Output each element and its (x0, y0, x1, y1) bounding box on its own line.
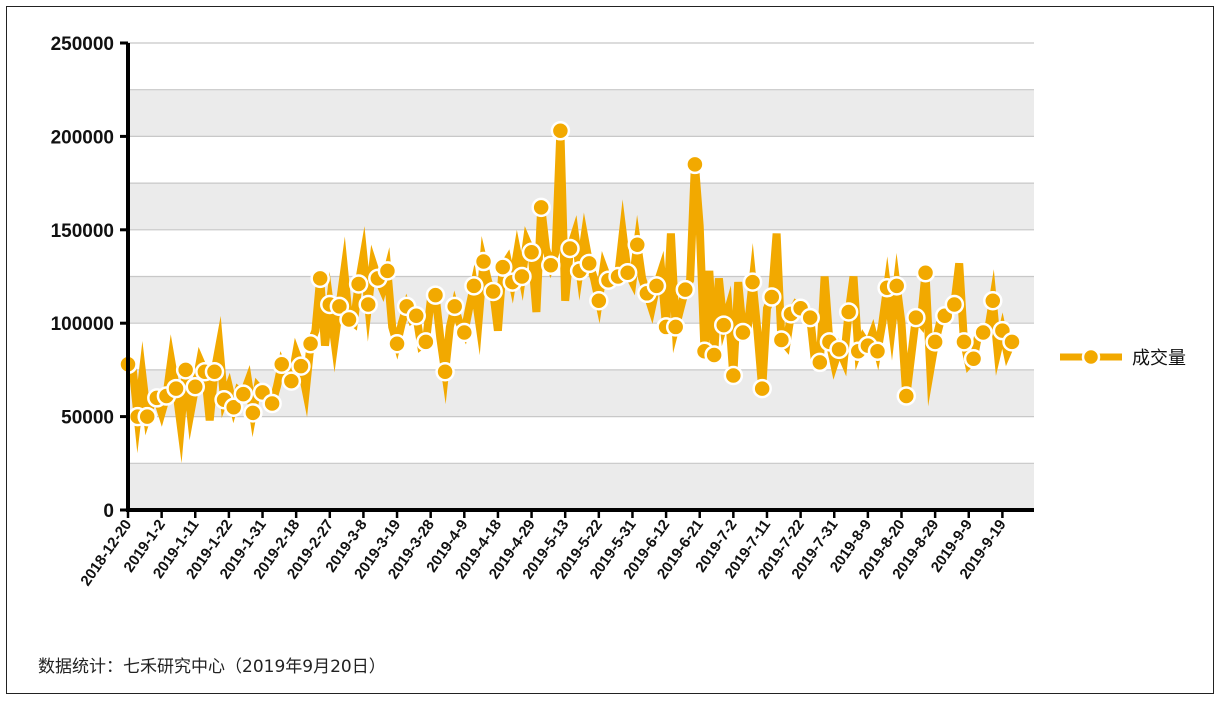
grid-band (128, 183, 1034, 230)
y-tick-label: 50000 (61, 408, 114, 429)
data-point (579, 253, 599, 274)
data-point (406, 305, 427, 326)
data-point (733, 322, 753, 343)
data-point (444, 296, 465, 317)
data-point (310, 268, 330, 289)
data-point (464, 276, 484, 296)
data-point (358, 294, 378, 315)
data-point (742, 272, 763, 292)
data-point (281, 371, 302, 391)
data-point (915, 263, 936, 283)
data-point (886, 276, 907, 296)
data-point (329, 296, 350, 317)
data-point (829, 339, 849, 360)
data-point (762, 287, 782, 307)
data-point (473, 251, 494, 272)
data-point (665, 317, 686, 337)
data-point (675, 279, 696, 300)
data-point (541, 255, 561, 276)
y-tick-label: 100000 (51, 314, 114, 335)
data-point (521, 242, 542, 262)
data-point (300, 333, 321, 354)
data-point (925, 332, 945, 352)
data-point (963, 348, 984, 369)
data-point (867, 341, 888, 361)
data-point (377, 261, 398, 281)
data-point (175, 360, 196, 380)
y-tick-label: 0 (103, 501, 114, 522)
data-point (560, 238, 580, 259)
data-point (944, 294, 965, 315)
data-point (983, 291, 1003, 311)
data-point (723, 365, 744, 386)
legend-label: 成交量 (1132, 348, 1186, 369)
grid-band (128, 463, 1034, 510)
data-point (954, 332, 974, 352)
data-point (492, 257, 513, 277)
y-axis-ticks: 0 50000 100000 150000 200000 250000 (51, 34, 128, 522)
y-tick-label: 200000 (51, 127, 114, 148)
y-tick-label: 250000 (51, 34, 114, 55)
data-point (435, 362, 455, 382)
data-point (233, 384, 254, 404)
data-point (550, 121, 571, 141)
data-point (646, 276, 667, 296)
data-point (617, 263, 638, 283)
data-point (704, 345, 724, 365)
data-point (810, 352, 830, 373)
grid-band (128, 89, 1034, 137)
data-point (137, 406, 157, 427)
data-point (425, 285, 446, 305)
data-point (223, 397, 244, 418)
data-point (416, 332, 436, 352)
data-point (291, 356, 311, 376)
data-point (973, 322, 993, 343)
legend: 成交量 (1058, 344, 1186, 370)
data-point (166, 378, 186, 399)
data-point (387, 333, 407, 354)
data-point (771, 330, 792, 350)
data-point (531, 197, 551, 218)
x-tick-label: 2018-12-20 (77, 517, 135, 590)
data-point (752, 378, 772, 399)
legend-line-marker-icon (1060, 347, 1122, 367)
data-point (348, 274, 369, 294)
data-point (454, 322, 475, 343)
data-point (627, 234, 648, 255)
source-footnote: 数据统计：七禾研究中心（2019年9月20日） (38, 657, 386, 677)
data-point (243, 403, 263, 423)
series-markers (118, 121, 1022, 427)
data-point (512, 266, 532, 287)
data-point (906, 307, 926, 328)
data-point (589, 291, 609, 311)
x-axis-ticks: 2018-12-202019-1-22019-1-112019-1-222019… (77, 510, 1010, 590)
y-tick-label: 150000 (51, 221, 114, 242)
data-point (713, 315, 734, 335)
data-point (262, 393, 282, 414)
data-point (838, 302, 859, 322)
data-point (483, 281, 503, 302)
data-point (204, 362, 225, 382)
data-point (800, 307, 820, 328)
data-point (685, 154, 705, 175)
data-point (1002, 332, 1022, 352)
data-point (185, 376, 206, 397)
data-point (339, 309, 359, 330)
data-point (896, 386, 917, 406)
data-point (271, 354, 292, 375)
